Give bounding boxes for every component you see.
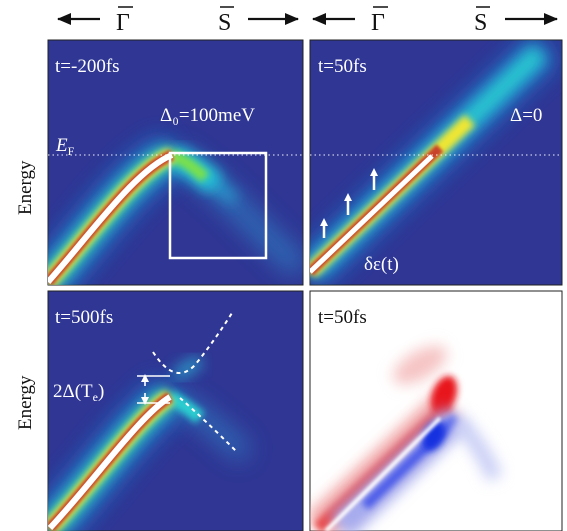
panel-top-left: t=-200fs Δ₀=100meV EF	[47, 39, 304, 286]
time-label: t=-200fs	[55, 56, 120, 77]
energy-shift-label: δε(t)	[364, 254, 399, 275]
panel-bottom-left: t=500fs 2Δ(Te)	[47, 290, 304, 531]
gamma-point-label: Γ	[371, 10, 385, 36]
gamma-point-label: Γ	[116, 10, 130, 36]
s-point-label: S	[474, 10, 487, 36]
fermi-level-label: EF	[55, 135, 75, 158]
gap-label: Δ=0	[510, 105, 542, 126]
header-right-axis-label: Γ S	[312, 6, 558, 36]
panel-top-right: t=50fs Δ=0 δε(t)	[309, 39, 563, 286]
gap-width-label: 2Δ(Te)	[53, 381, 104, 404]
header-left-axis-label: Γ S	[57, 6, 299, 36]
panel-bottom-right: t=50fs	[309, 290, 563, 531]
time-label: t=50fs	[318, 307, 367, 328]
energy-axis-label-bottom: Energy	[15, 375, 36, 430]
time-label: t=500fs	[55, 307, 113, 328]
time-label: t=50fs	[318, 56, 367, 77]
s-point-label: S	[218, 10, 231, 36]
energy-axis-label-top: Energy	[15, 160, 36, 215]
gap-label: Δ₀=100meV	[160, 105, 255, 126]
